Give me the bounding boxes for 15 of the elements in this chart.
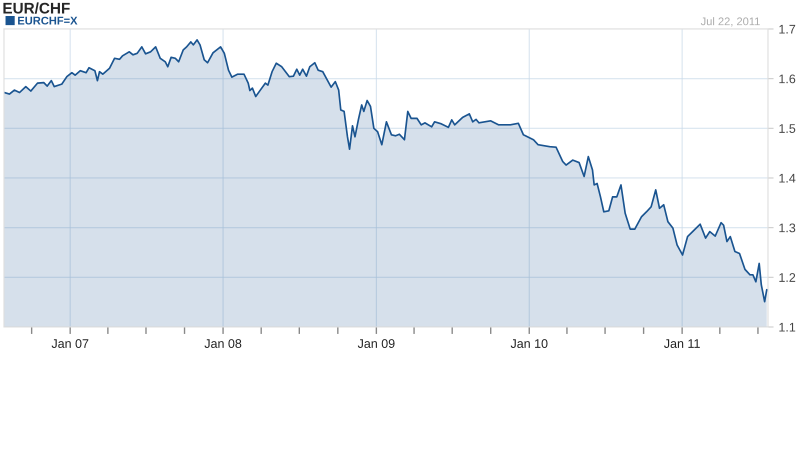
chart-title: EUR/CHF <box>3 2 70 14</box>
x-tick-label: Jan 11 <box>664 339 700 348</box>
y-tick-label: 1.2 <box>779 273 796 282</box>
text: Jul 22, 2011 <box>700 17 760 27</box>
legend-label: EURCHF=X <box>18 16 78 25</box>
x-tick-label: Jan 07 <box>52 339 88 348</box>
y-tick-label: 1.1 <box>779 322 796 332</box>
x-tick-label: Jan 10 <box>510 339 548 348</box>
y-tick-label: 1.4 <box>779 174 796 183</box>
y-tick-label: 1.6 <box>779 74 796 84</box>
y-tick-label: 1.5 <box>779 124 796 133</box>
y-tick-label: 1.7 <box>779 24 796 34</box>
x-tick-label: Jan 08 <box>204 339 242 348</box>
y-tick-label: 1.3 <box>779 223 796 232</box>
x-tick-label: Jan 09 <box>358 339 395 348</box>
